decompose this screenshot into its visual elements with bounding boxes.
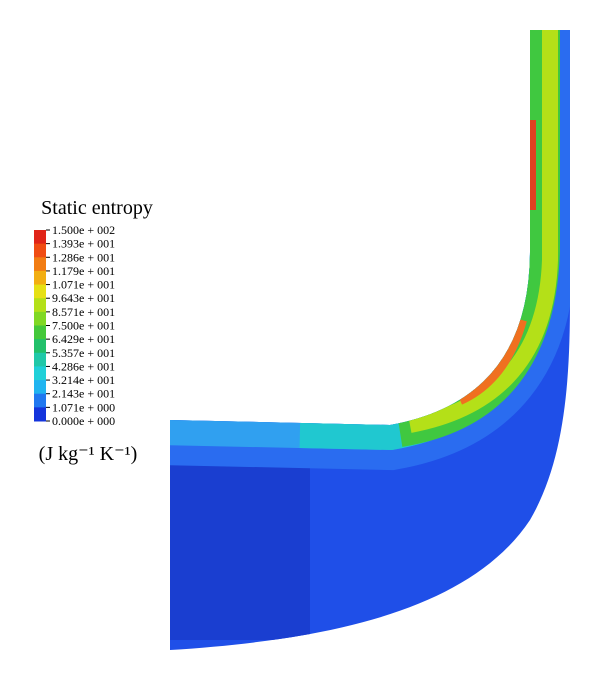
legend-label: 1.393e + 001	[52, 237, 115, 251]
legend-swatch	[34, 257, 46, 272]
legend-title: Static entropy	[41, 197, 153, 219]
legend-swatch	[34, 230, 46, 245]
legend-swatch	[34, 311, 46, 326]
legend-label: 4.286e + 001	[52, 359, 115, 373]
legend-swatch	[34, 298, 46, 313]
legend-label: 0.000e + 000	[52, 414, 115, 428]
legend-label: 1.500e + 002	[52, 223, 115, 237]
legend-swatch	[34, 407, 46, 422]
unit-label: (J kg⁻¹ K⁻¹)	[39, 443, 138, 465]
legend-swatch	[34, 380, 46, 395]
legend-swatch	[34, 366, 46, 381]
legend-label: 1.071e + 001	[52, 278, 115, 292]
legend-label: 1.286e + 001	[52, 250, 115, 264]
legend-label: 6.429e + 001	[52, 332, 115, 346]
legend-label: 2.143e + 001	[52, 387, 115, 401]
legend-label: 1.071e + 000	[52, 400, 115, 414]
legend-swatch	[34, 284, 46, 299]
legend-label: 9.643e + 001	[52, 291, 115, 305]
legend-label: 1.179e + 001	[52, 264, 115, 278]
legend-swatch	[34, 393, 46, 408]
legend-swatch	[34, 270, 46, 286]
legend-swatch	[34, 339, 46, 354]
legend-label: 7.500e + 001	[52, 319, 115, 333]
legend-swatch	[34, 325, 46, 340]
legend-swatch	[34, 243, 46, 258]
contour-domain	[170, 30, 570, 650]
legend-swatch	[34, 352, 46, 367]
legend-label: 5.357e + 001	[52, 346, 115, 360]
legend-label: 8.571e + 001	[52, 305, 115, 319]
legend-label: 3.214e + 001	[52, 373, 115, 387]
